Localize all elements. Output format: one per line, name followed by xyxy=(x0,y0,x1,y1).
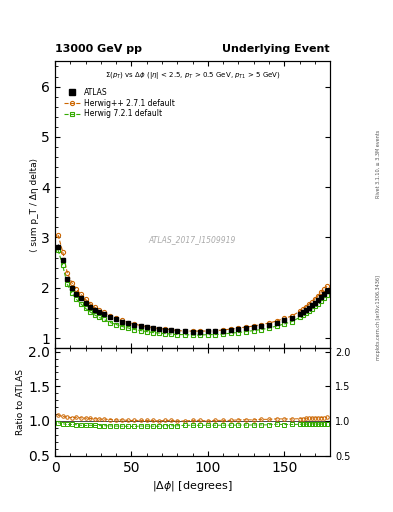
Y-axis label: Ratio to ATLAS: Ratio to ATLAS xyxy=(17,369,26,435)
Text: Rivet 3.1.10, ≥ 3.3M events: Rivet 3.1.10, ≥ 3.3M events xyxy=(376,130,380,198)
Y-axis label: ⟨ sum p_T / Δη delta⟩: ⟨ sum p_T / Δη delta⟩ xyxy=(29,158,39,252)
X-axis label: |$\Delta\phi$| [degrees]: |$\Delta\phi$| [degrees] xyxy=(152,479,233,493)
Text: mcplots.cern.ch [arXiv:1306.3436]: mcplots.cern.ch [arXiv:1306.3436] xyxy=(376,275,380,360)
Text: 13000 GeV pp: 13000 GeV pp xyxy=(55,44,142,54)
Legend: ATLAS, Herwig++ 2.7.1 default, Herwig 7.2.1 default: ATLAS, Herwig++ 2.7.1 default, Herwig 7.… xyxy=(62,86,177,121)
Text: ATLAS_2017_I1509919: ATLAS_2017_I1509919 xyxy=(149,234,236,244)
Text: $\Sigma(p_T)$ vs $\Delta\phi$ ($|\eta|$ < 2.5, $p_T$ > 0.5 GeV, $p_{T1}$ > 5 GeV: $\Sigma(p_T)$ vs $\Delta\phi$ ($|\eta|$ … xyxy=(105,70,281,81)
Text: Underlying Event: Underlying Event xyxy=(222,44,330,54)
